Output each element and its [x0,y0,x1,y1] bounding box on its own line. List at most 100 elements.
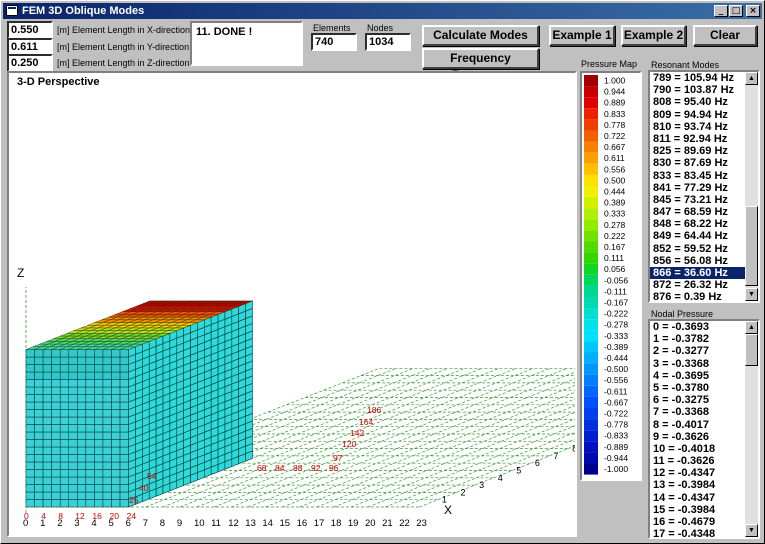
x-tick-label: 4 [91,518,96,529]
nodal-list-item[interactable]: 13 = -0.3984 [653,479,716,492]
example2-button[interactable]: Example 2 [621,25,686,46]
colorbar-tick: -0.278 [604,320,628,330]
mode-list-item[interactable]: 852 = 59.52 Hz [653,242,728,255]
clear-button[interactable]: Clear [693,25,757,46]
colorbar-tick: 0.778 [604,120,626,130]
node-label: 24 [127,511,137,521]
node-label: 186 [367,405,381,415]
x-tick-label: 18 [331,518,342,529]
scroll-thumb[interactable] [745,206,758,286]
colorbar-swatch [584,463,598,475]
nodal-list-item[interactable]: 8 = -0.4017 [653,418,709,431]
nodal-list-item[interactable]: 2 = -0.3277 [653,345,709,358]
nodal-list-item[interactable]: 0 = -0.3693 [653,321,709,333]
scroll-up-icon[interactable]: ▲ [745,72,758,85]
resonant-modes-list[interactable]: 789 = 105.94 Hz 790 = 103.87 Hz 808 = 95.4… [648,70,760,303]
nodal-list-item[interactable]: 14 = -0.4347 [653,491,716,504]
mode-list-item[interactable]: 808 = 95.40 Hz [653,96,728,109]
colorbar-tick: -0.056 [604,275,628,285]
calculate-modes-button[interactable]: Calculate Modes [422,25,539,46]
minimize-button[interactable]: _ [714,5,728,17]
mode-list-item[interactable]: 866 = 36.60 Hz [650,267,758,280]
mode-list-item[interactable]: 809 = 94.94 Hz [653,108,728,121]
colorbar-tick: 0.500 [604,175,626,185]
x-length-input[interactable]: 0.550 [7,21,53,39]
y-tick-label: 8 [572,444,575,454]
colorbar-tick: -0.833 [604,431,628,441]
x-tick-label: 11 [211,518,221,529]
colorbar-tick: 0.111 [604,253,624,263]
scroll-up-icon[interactable]: ▲ [745,321,758,334]
nodal-list-item[interactable]: 15 = -0.3984 [653,503,716,516]
y-tick-label: 3 [479,480,484,490]
mode-list-item[interactable]: 833 = 83.45 Hz [653,169,728,182]
nodal-list-item[interactable]: 3 = -0.3368 [653,357,709,370]
nodal-list-item[interactable]: 17 = -0.4348 [653,528,716,539]
resonant-scrollbar[interactable]: ▲ ▼ [745,72,758,301]
mode-list-item[interactable]: 825 = 89.69 Hz [653,145,728,158]
colorbar-tick: -0.444 [604,353,628,363]
mode-list-item[interactable]: 810 = 93.74 Hz [653,120,728,133]
colorbar-swatch [584,330,598,342]
colorbar-tick: 0.556 [604,164,626,174]
colorbar-swatch [584,152,598,164]
nodal-list-item[interactable]: 11 = -0.3626 [653,455,715,468]
mode-list-item[interactable]: 876 = 0.39 Hz [653,291,722,303]
nodal-pressure-list[interactable]: 0 = -0.3693 1 = -0.3782 2 = -0.3277 3 = -0.… [648,319,760,539]
mode-list-item[interactable]: 848 = 68.22 Hz [653,218,728,231]
nodal-list-item[interactable]: 5 = -0.3780 [653,381,709,394]
nodal-list-item[interactable]: 7 = -0.3368 [653,406,709,419]
colorbar-swatch [584,297,598,309]
mode-list-item[interactable]: 849 = 64.44 Hz [653,230,728,243]
y-tick-label: 5 [516,466,521,476]
colorbar-swatch [584,285,598,297]
z-length-input[interactable]: 0.250 [7,54,53,72]
nodal-scrollbar[interactable]: ▲ ▼ [745,321,758,537]
close-button[interactable]: × [746,5,760,17]
nodal-list-item[interactable]: 12 = -0.4347 [653,467,716,480]
nodal-list-item[interactable]: 16 = -0.4679 [653,516,716,528]
colorbar-tick: 0.611 [604,153,625,163]
elements-field[interactable]: 740 [311,33,357,51]
maximize-button[interactable]: □ [729,5,743,17]
view-title: 3-D Perspective [17,76,100,88]
scroll-thumb[interactable] [745,334,758,366]
mode-list-item[interactable]: 830 = 87.69 Hz [653,157,728,170]
mode-list-item[interactable]: 789 = 105.94 Hz [653,72,735,84]
colorbar-tick: 0.833 [604,109,626,119]
mode-list-item[interactable]: 872 = 26.32 Hz [653,279,728,292]
colorbar-tick: -0.389 [604,342,628,352]
mode-list-item[interactable]: 811 = 92.94 Hz [653,132,728,145]
perspective-view[interactable]: 3-D Perspective 123456789101112131415161… [7,71,577,537]
x-tick-label: 7 [143,518,148,529]
colorbar-swatch [584,308,598,320]
node-label: 142 [350,428,364,438]
x-tick-label: 17 [314,518,325,529]
colorbar-swatch [584,119,598,131]
x-tick-label: 22 [399,518,410,529]
node-label: 97 [333,453,343,463]
nodes-field[interactable]: 1034 [365,33,411,51]
nodal-list-item[interactable]: 1 = -0.3782 [653,333,709,346]
colorbar-swatch [584,396,598,408]
node-label: 92 [311,463,321,473]
nodal-list-item[interactable]: 9 = -0.3626 [653,430,709,443]
mode-list-item[interactable]: 845 = 73.21 Hz [653,193,728,206]
nodal-list-item[interactable]: 10 = -0.4018 [653,442,716,455]
nodal-list-item[interactable]: 4 = -0.3695 [653,369,709,382]
mode-list-item[interactable]: 790 = 103.87 Hz [653,84,735,97]
mode-list-item[interactable]: 847 = 68.59 Hz [653,206,728,219]
example1-button[interactable]: Example 1 [549,25,615,46]
colorbar-tick: 0.389 [604,198,626,208]
frequency-response-button[interactable]: Frequency Response [422,48,539,82]
x-length-label: [m] Element Length in X-direction [57,25,191,35]
colorbar-swatch [584,274,598,286]
scroll-down-icon[interactable]: ▼ [745,524,758,537]
node-label: 20 [110,511,120,521]
mode-list-item[interactable]: 856 = 56.08 Hz [653,254,728,267]
colorbar-tick: 0.944 [604,87,626,97]
mode-list-item[interactable]: 841 = 77.29 Hz [653,181,728,194]
nodal-list-item[interactable]: 6 = -0.3275 [653,394,709,407]
scroll-down-icon[interactable]: ▼ [745,288,758,301]
